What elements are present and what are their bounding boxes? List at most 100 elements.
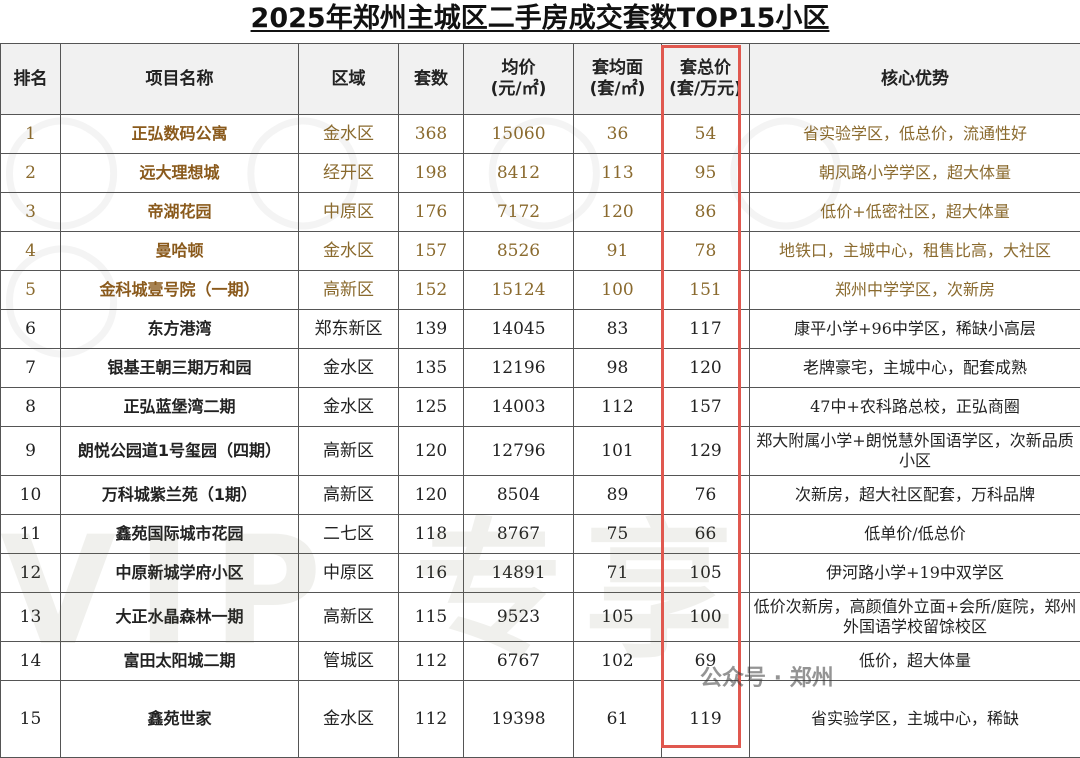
price-cell: 14045	[464, 310, 574, 349]
advantage-cell: 朝凤路小学学区，超大体量	[750, 154, 1080, 193]
total-cell: 76	[662, 476, 750, 515]
rank-cell: 5	[1, 271, 61, 310]
count-cell: 152	[399, 271, 464, 310]
name-cell: 中原新城学府小区	[61, 554, 299, 593]
price-cell: 8412	[464, 154, 574, 193]
advantage-cell: 低价+低密社区，超大体量	[750, 193, 1080, 232]
area-cell: 120	[574, 193, 662, 232]
total-cell: 117	[662, 310, 750, 349]
area-cell: 91	[574, 232, 662, 271]
price-cell: 19398	[464, 681, 574, 758]
col-name: 项目名称	[61, 44, 299, 115]
col-district: 区域	[299, 44, 399, 115]
page-title: 2025年郑州主城区二手房成交套数TOP15小区	[0, 0, 1080, 40]
count-cell: 368	[399, 115, 464, 154]
area-cell: 89	[574, 476, 662, 515]
area-cell: 112	[574, 388, 662, 427]
rank-cell: 11	[1, 515, 61, 554]
area-cell: 105	[574, 593, 662, 642]
advantage-cell: 47中+农科路总校，正弘商圈	[750, 388, 1080, 427]
district-cell: 郑东新区	[299, 310, 399, 349]
district-cell: 金水区	[299, 681, 399, 758]
district-cell: 高新区	[299, 427, 399, 476]
advantage-cell: 低价，超大体量	[750, 642, 1080, 681]
district-cell: 中原区	[299, 193, 399, 232]
col-total: 套总价(套/万元)	[662, 44, 750, 115]
district-cell: 二七区	[299, 515, 399, 554]
area-cell: 100	[574, 271, 662, 310]
total-cell: 120	[662, 349, 750, 388]
col-avg-price: 均价(元/㎡)	[464, 44, 574, 115]
district-cell: 金水区	[299, 115, 399, 154]
ranking-table: 排名 项目名称 区域 套数 均价(元/㎡) 套均面(套/㎡) 套总价(套/万元)…	[0, 43, 1080, 758]
col-rank: 排名	[1, 44, 61, 115]
name-cell: 鑫苑世家	[61, 681, 299, 758]
price-cell: 14003	[464, 388, 574, 427]
area-cell: 75	[574, 515, 662, 554]
name-cell: 朗悦公园道1号玺园（四期）	[61, 427, 299, 476]
district-cell: 管城区	[299, 642, 399, 681]
col-avg-area: 套均面(套/㎡)	[574, 44, 662, 115]
count-cell: 112	[399, 681, 464, 758]
rank-cell: 10	[1, 476, 61, 515]
name-cell: 东方港湾	[61, 310, 299, 349]
total-cell: 105	[662, 554, 750, 593]
name-cell: 帝湖花园	[61, 193, 299, 232]
rank-cell: 1	[1, 115, 61, 154]
advantage-cell: 低价次新房，高颜值外立面+会所/庭院，郑州外国语学校留馀校区	[750, 593, 1080, 642]
district-cell: 金水区	[299, 388, 399, 427]
name-cell: 富田太阳城二期	[61, 642, 299, 681]
name-cell: 金科城壹号院（一期）	[61, 271, 299, 310]
col-count: 套数	[399, 44, 464, 115]
advantage-cell: 康平小学+96中学区，稀缺小高层	[750, 310, 1080, 349]
count-cell: 176	[399, 193, 464, 232]
price-cell: 15124	[464, 271, 574, 310]
advantage-cell: 次新房，超大社区配套，万科品牌	[750, 476, 1080, 515]
price-cell: 6767	[464, 642, 574, 681]
price-cell: 12196	[464, 349, 574, 388]
count-cell: 198	[399, 154, 464, 193]
rank-cell: 13	[1, 593, 61, 642]
count-cell: 135	[399, 349, 464, 388]
advantage-cell: 伊河路小学+19中双学区	[750, 554, 1080, 593]
advantage-cell: 郑大附属小学+朗悦慧外国语学区，次新品质小区	[750, 427, 1080, 476]
count-cell: 118	[399, 515, 464, 554]
count-cell: 125	[399, 388, 464, 427]
count-cell: 116	[399, 554, 464, 593]
count-cell: 120	[399, 427, 464, 476]
area-cell: 71	[574, 554, 662, 593]
price-cell: 14891	[464, 554, 574, 593]
total-cell: 69	[662, 642, 750, 681]
name-cell: 银基王朝三期万和园	[61, 349, 299, 388]
name-cell: 正弘蓝堡湾二期	[61, 388, 299, 427]
rank-cell: 3	[1, 193, 61, 232]
total-cell: 95	[662, 154, 750, 193]
count-cell: 157	[399, 232, 464, 271]
total-cell: 157	[662, 388, 750, 427]
area-cell: 83	[574, 310, 662, 349]
advantage-cell: 低单价/低总价	[750, 515, 1080, 554]
total-cell: 86	[662, 193, 750, 232]
price-cell: 9523	[464, 593, 574, 642]
rank-cell: 14	[1, 642, 61, 681]
district-cell: 中原区	[299, 554, 399, 593]
advantage-cell: 省实验学区，低总价，流通性好	[750, 115, 1080, 154]
district-cell: 金水区	[299, 349, 399, 388]
price-cell: 12796	[464, 427, 574, 476]
name-cell: 大正水晶森林一期	[61, 593, 299, 642]
total-cell: 151	[662, 271, 750, 310]
rank-cell: 15	[1, 681, 61, 758]
price-cell: 8526	[464, 232, 574, 271]
name-cell: 正弘数码公寓	[61, 115, 299, 154]
area-cell: 113	[574, 154, 662, 193]
area-cell: 101	[574, 427, 662, 476]
district-cell: 高新区	[299, 593, 399, 642]
